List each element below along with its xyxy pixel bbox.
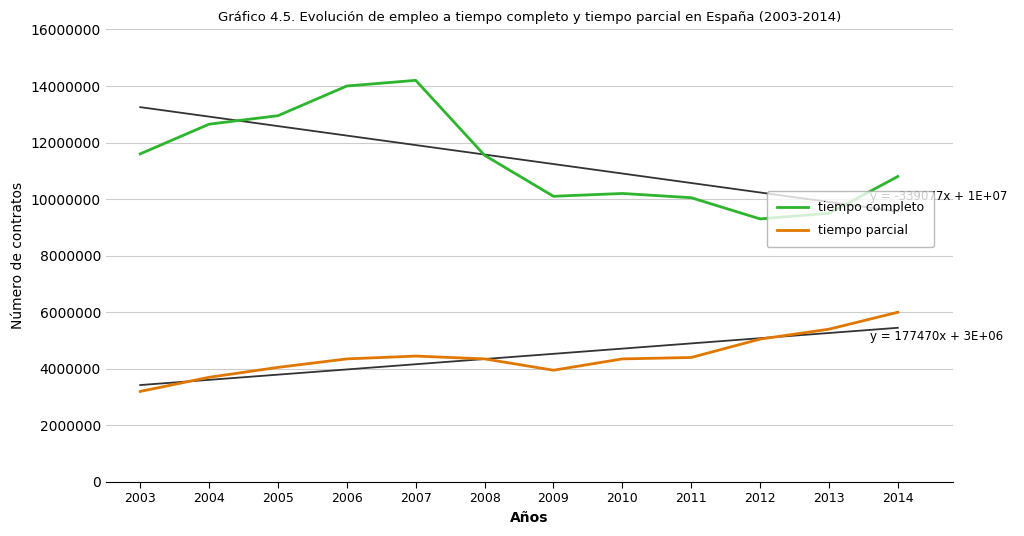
tiempo completo bbox=[547, 193, 559, 199]
tiempo completo bbox=[892, 173, 904, 180]
Legend: tiempo completo, tiempo parcial: tiempo completo, tiempo parcial bbox=[767, 191, 934, 248]
tiempo parcial bbox=[823, 326, 836, 332]
Text: y = -339077x + 1E+07: y = -339077x + 1E+07 bbox=[870, 190, 1008, 203]
tiempo completo bbox=[754, 215, 766, 222]
tiempo parcial bbox=[478, 356, 490, 362]
tiempo parcial bbox=[685, 354, 697, 361]
tiempo parcial bbox=[341, 356, 353, 362]
tiempo parcial bbox=[203, 374, 215, 381]
tiempo parcial bbox=[892, 309, 904, 316]
tiempo completo bbox=[203, 121, 215, 128]
tiempo parcial bbox=[410, 353, 422, 359]
tiempo completo bbox=[616, 190, 629, 197]
Text: y = 177470x + 3E+06: y = 177470x + 3E+06 bbox=[870, 330, 1004, 344]
X-axis label: Años: Años bbox=[510, 511, 549, 525]
tiempo completo bbox=[134, 151, 146, 157]
tiempo completo bbox=[685, 195, 697, 201]
tiempo parcial bbox=[616, 356, 629, 362]
tiempo parcial bbox=[547, 367, 559, 374]
Line: tiempo completo: tiempo completo bbox=[140, 80, 898, 219]
tiempo completo bbox=[341, 83, 353, 89]
tiempo parcial bbox=[134, 388, 146, 394]
tiempo parcial bbox=[754, 336, 766, 343]
tiempo completo bbox=[410, 77, 422, 84]
Y-axis label: Número de contratos: Número de contratos bbox=[11, 182, 26, 329]
tiempo completo bbox=[478, 152, 490, 159]
tiempo parcial bbox=[271, 364, 284, 370]
tiempo completo bbox=[271, 113, 284, 119]
tiempo completo bbox=[823, 210, 836, 217]
Title: Gráfico 4.5. Evolución de empleo a tiempo completo y tiempo parcial en España (2: Gráfico 4.5. Evolución de empleo a tiemp… bbox=[218, 11, 841, 24]
Line: tiempo parcial: tiempo parcial bbox=[140, 312, 898, 391]
